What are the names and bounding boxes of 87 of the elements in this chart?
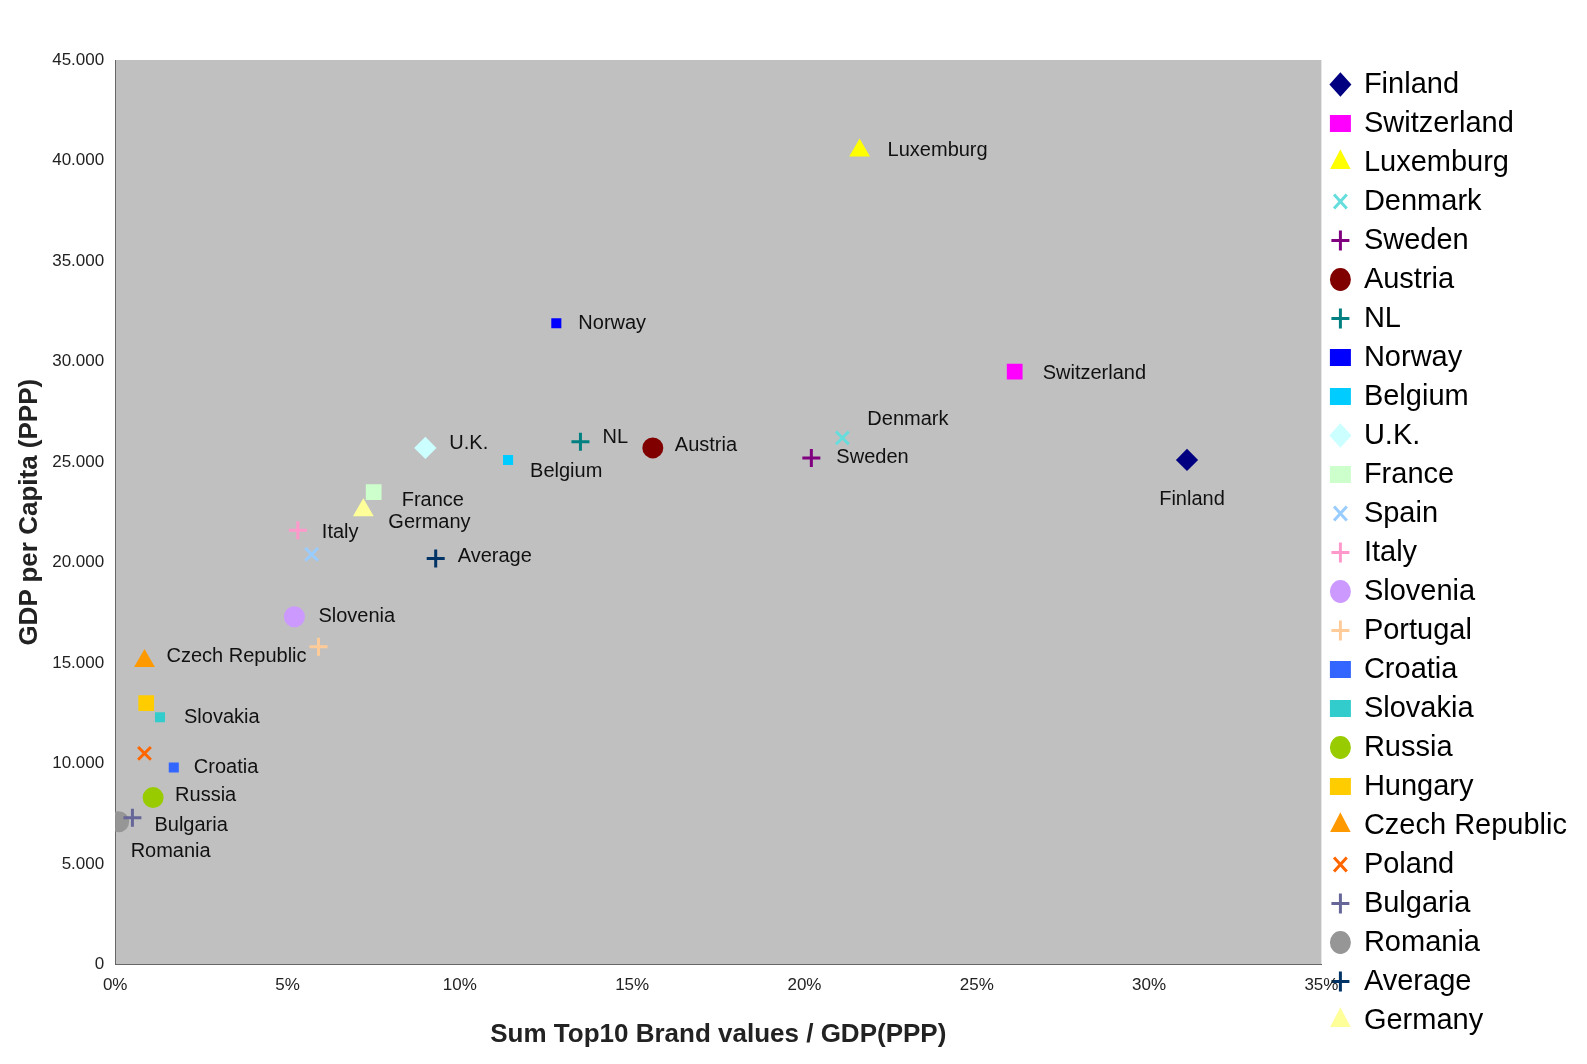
- legend-label: Denmark: [1363, 183, 1483, 216]
- point: [283, 606, 305, 628]
- legend-label: Poland: [1363, 846, 1455, 879]
- annotation: Switzerland: [1042, 361, 1147, 384]
- y-tick-label: 35.000: [52, 250, 105, 270]
- legend-label: Italy: [1363, 534, 1418, 567]
- annotation: Bulgaria: [154, 813, 229, 836]
- point: [834, 429, 851, 446]
- x-tick-label: 25%: [959, 975, 994, 995]
- legend-label: NL: [1363, 300, 1401, 333]
- x-axis-title: Sum Top10 Brand values / GDP(PPP): [490, 1017, 947, 1048]
- y-tick-label: 30.000: [52, 351, 105, 371]
- annotation: Finland: [1159, 487, 1225, 510]
- legend-label: Austria: [1363, 261, 1456, 294]
- annotation: Croatia: [193, 754, 260, 777]
- legend-label: Average: [1363, 963, 1472, 996]
- point: [365, 484, 382, 500]
- legend-label: Germany: [1363, 1002, 1484, 1035]
- x-tick-label: 10%: [442, 975, 477, 995]
- point: [569, 431, 591, 453]
- legend-label: Luxemburg: [1363, 144, 1509, 177]
- point: [425, 547, 447, 569]
- point: [287, 519, 309, 541]
- point: [154, 712, 166, 723]
- point: [642, 437, 664, 459]
- y-tick-label: 20.000: [52, 552, 105, 572]
- annotation: Slovenia: [318, 604, 396, 627]
- point: [414, 437, 436, 459]
- annotation: France: [401, 487, 464, 510]
- legend-label: Russia: [1363, 729, 1454, 762]
- annotation: Belgium: [530, 459, 603, 482]
- y-tick-label: 45.000: [52, 49, 105, 69]
- point: [1006, 363, 1023, 380]
- x-tick-label: 20%: [787, 975, 822, 995]
- legend-label: Slovakia: [1363, 690, 1475, 723]
- point: [142, 787, 164, 809]
- legend-label: Belgium: [1363, 378, 1469, 411]
- y-tick-label: 15.000: [52, 652, 105, 672]
- point: [551, 318, 562, 329]
- point: [1176, 449, 1198, 471]
- legend-label: U.K.: [1363, 417, 1421, 450]
- legend-label: Croatia: [1363, 651, 1459, 684]
- y-tick-label: 40.000: [52, 150, 105, 170]
- annotation: Russia: [175, 783, 238, 806]
- legend-label: Czech Republic: [1363, 807, 1568, 840]
- annotation: Czech Republic: [166, 644, 307, 667]
- legend-label: France: [1363, 456, 1455, 489]
- point: [168, 762, 179, 773]
- annotation: Denmark: [867, 407, 950, 430]
- annotation: Average: [457, 543, 532, 566]
- x-tick-label: 15%: [615, 975, 650, 995]
- legend-label: Sweden: [1363, 222, 1469, 255]
- x-tick-label: 0%: [102, 975, 128, 995]
- x-tick-label: 30%: [1132, 975, 1167, 995]
- y-tick-label: 0: [94, 954, 105, 974]
- y-axis-title: GDP per Capita (PPP): [12, 378, 43, 646]
- annotation: Italy: [321, 519, 359, 542]
- annotation: Slovakia: [184, 704, 261, 727]
- point: [503, 454, 514, 465]
- x-tick-label: 5%: [275, 975, 300, 995]
- annotation: Romania: [130, 839, 212, 862]
- point: [308, 636, 330, 658]
- y-tick-label: 10.000: [52, 753, 105, 773]
- point: [303, 546, 320, 563]
- y-tick-label: 25.000: [52, 451, 105, 471]
- point: [800, 447, 822, 469]
- legend-label: Slovenia: [1363, 573, 1477, 606]
- y-tick-label: 5.000: [61, 853, 105, 873]
- x-tick-label: 35%: [1304, 975, 1339, 995]
- legend-label: Bulgaria: [1363, 885, 1472, 918]
- annotation: Austria: [674, 433, 738, 456]
- legend-label: Spain: [1363, 495, 1439, 528]
- legend-label: Romania: [1363, 924, 1481, 957]
- point: [121, 807, 143, 829]
- point: [138, 695, 155, 711]
- legend-label: Norway: [1363, 339, 1463, 372]
- annotation: Germany: [388, 509, 471, 532]
- legend-label: Hungary: [1363, 768, 1475, 801]
- annotation: U.K.: [449, 431, 489, 454]
- annotation: NL: [602, 425, 629, 448]
- legend-label: Finland: [1363, 66, 1460, 99]
- point: [136, 745, 153, 762]
- annotation: Sweden: [836, 445, 909, 468]
- annotation: Norway: [578, 310, 647, 333]
- legend-label: Switzerland: [1363, 105, 1514, 138]
- annotation: Luxemburg: [887, 137, 988, 160]
- legend-label: Portugal: [1363, 612, 1472, 645]
